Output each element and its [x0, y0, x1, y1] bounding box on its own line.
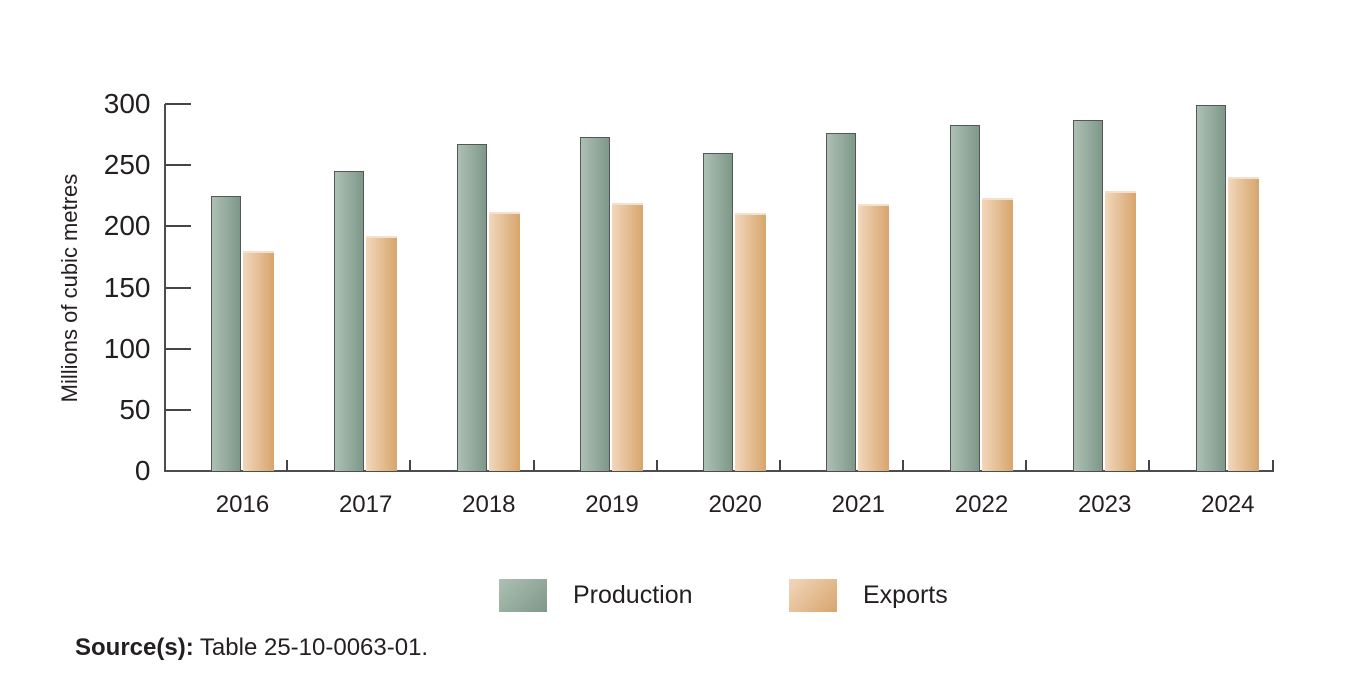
x-axis-tick — [286, 460, 289, 471]
bar-production-2020 — [703, 152, 734, 471]
y-axis-tick — [164, 408, 191, 411]
y-axis-tick — [164, 225, 191, 228]
x-category-label-2022: 2022 — [954, 491, 1009, 518]
legend-item-exports: Exports — [789, 579, 948, 612]
x-category-label-2017: 2017 — [338, 491, 393, 518]
source-text: Table 25-10-0063-01. — [193, 634, 429, 661]
bar-production-2018 — [456, 144, 487, 471]
bar-exports-2024 — [1227, 177, 1259, 471]
bar-exports-2023 — [1104, 190, 1136, 471]
y-axis-tick-label: 50 — [119, 393, 151, 425]
x-axis-line — [163, 470, 1274, 472]
bar-exports-2017 — [365, 236, 397, 471]
bar-exports-2020 — [735, 212, 767, 471]
x-category-label-2023: 2023 — [1077, 491, 1132, 518]
source-note: Source(s): Table 25-10-0063-01. — [75, 634, 428, 662]
bar-production-2022 — [949, 124, 980, 471]
y-axis-tick-label: 0 — [134, 455, 151, 486]
bar-production-2021 — [826, 133, 857, 471]
bar-production-2019 — [580, 137, 610, 471]
x-category-label-2018: 2018 — [462, 491, 516, 518]
bar-exports-2018 — [488, 211, 520, 471]
x-axis-tick — [655, 460, 658, 471]
y-axis-tick — [164, 347, 191, 350]
bar-production-2016 — [210, 195, 241, 471]
source-prefix: Source(s): — [75, 634, 194, 661]
x-category-label-2020: 2020 — [708, 491, 762, 518]
x-category-label-2024: 2024 — [1201, 491, 1255, 518]
y-axis-tick-label: 200 — [103, 210, 151, 242]
x-axis-tick — [1148, 460, 1151, 471]
legend-swatch-exports — [789, 579, 837, 612]
y-axis-tick-label: 250 — [103, 149, 151, 181]
y-axis-tick — [164, 286, 191, 289]
y-axis-tick-label: 300 — [103, 88, 151, 119]
x-axis-tick — [1271, 460, 1274, 471]
legend-swatch-production — [499, 579, 547, 612]
x-category-label-2019: 2019 — [585, 491, 639, 518]
x-category-label-2016: 2016 — [215, 491, 270, 518]
legend-item-production: Production — [499, 579, 693, 612]
bar-exports-2016 — [242, 250, 274, 471]
x-axis-tick — [532, 460, 535, 471]
bar-exports-2021 — [858, 204, 890, 471]
y-axis-tick — [164, 164, 191, 167]
legend-label-exports: Exports — [863, 581, 948, 609]
legend-label-production: Production — [573, 581, 693, 609]
bar-production-2017 — [333, 171, 364, 471]
y-axis-tick-label: 150 — [103, 271, 151, 303]
bar-production-2023 — [1072, 119, 1103, 471]
bar-exports-2019 — [612, 203, 643, 471]
x-category-label-2021: 2021 — [831, 491, 886, 518]
bar-exports-2022 — [981, 198, 1013, 471]
x-axis-tick — [778, 460, 781, 471]
y-axis-tick — [164, 103, 191, 105]
y-axis-tick-label: 100 — [103, 332, 151, 364]
x-axis-tick — [902, 460, 904, 471]
bar-production-2024 — [1195, 105, 1226, 471]
x-axis-tick — [1025, 460, 1028, 471]
x-axis-tick — [409, 460, 412, 471]
